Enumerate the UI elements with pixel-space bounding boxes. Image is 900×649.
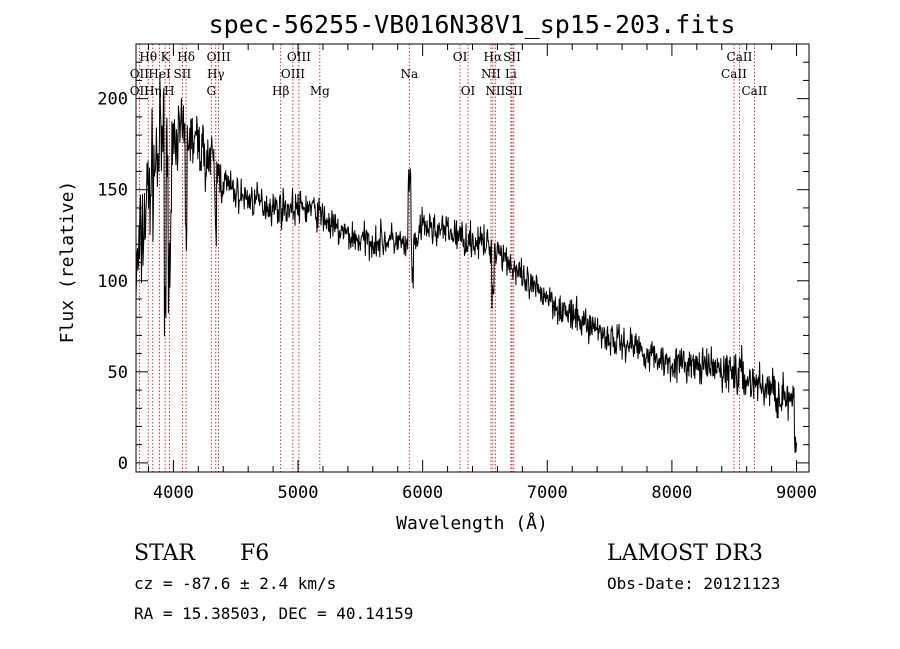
x-tick-label: 8000 [651, 483, 692, 503]
x-axis-label: Wavelength (Å) [396, 512, 548, 534]
redshift-velocity: cz = -87.6 ± 2.4 km/s [134, 574, 336, 593]
spectral-line-label: NII [485, 84, 505, 98]
spectral-line-label: OI [453, 50, 468, 64]
chart-title: spec-56255-VB016N38V1_sp15-203.fits [209, 10, 736, 39]
spectral-line-label: Mg [310, 84, 330, 98]
spectral-line-label: Hγ [207, 67, 225, 81]
spectral-line-label: HeI [148, 67, 171, 81]
spectral-line-label: SII [503, 50, 521, 64]
spectral-line-label: CaII [741, 84, 767, 98]
spectral-line-label: NII [481, 67, 501, 81]
y-tick-label: 100 [97, 272, 128, 292]
x-tick-label: 6000 [402, 483, 443, 503]
spectrum-series [135, 74, 797, 454]
x-tick-labels: 4000 5000 6000 7000 8000 9000 [153, 483, 817, 503]
spectral-line-label: OII [130, 67, 150, 81]
spectral-line-label: OIII [207, 50, 231, 64]
survey-name: LAMOST DR3 [607, 541, 763, 566]
spectral-line-label: H [164, 84, 174, 98]
spectral-line-label: SII [505, 84, 523, 98]
sky-coordinates: RA = 15.38503, DEC = 40.14159 [134, 604, 413, 623]
spectral-line-label: Na [400, 67, 418, 81]
spectral-line-label: Li [505, 67, 517, 81]
x-tick-label: 9000 [776, 483, 817, 503]
spectral-line-label: OIII [287, 50, 311, 64]
object-subclass: F6 [240, 541, 269, 566]
spectral-line-label: OII [130, 84, 150, 98]
y-tick-label: 0 [118, 454, 128, 474]
spectral-line-label: K [161, 50, 171, 64]
observation-date: Obs-Date: 20121123 [607, 574, 780, 593]
axis-ticks [136, 44, 809, 472]
spectral-line-label: Hβ [272, 84, 289, 98]
spectral-line-label: Hθ [139, 50, 157, 64]
spectral-line-label: Hα [484, 50, 503, 64]
spectral-line-label: CaII [721, 67, 747, 81]
y-axis-label: Flux (relative) [57, 181, 78, 344]
x-tick-label: 4000 [153, 483, 194, 503]
object-class: STAR [134, 541, 196, 566]
x-tick-label: 5000 [278, 483, 319, 503]
spectral-line-markers [138, 44, 755, 472]
spectral-line-label: CaII [727, 50, 753, 64]
y-tick-labels: 0 50 100 150 200 [97, 90, 128, 474]
spectral-line-label: OIII [281, 67, 305, 81]
y-tick-label: 50 [108, 363, 128, 383]
spectral-line-label: G [206, 84, 216, 98]
plot-frame [135, 43, 810, 473]
y-tick-label: 150 [97, 181, 128, 201]
spectral-line-label: Hδ [177, 50, 195, 64]
spectral-line-label: OI [461, 84, 476, 98]
spectral-line-label: SII [174, 67, 192, 81]
spectrum-line [135, 74, 797, 454]
y-tick-label: 200 [97, 90, 128, 110]
x-tick-label: 7000 [527, 483, 568, 503]
spectral-line-label: Hη [144, 84, 162, 98]
